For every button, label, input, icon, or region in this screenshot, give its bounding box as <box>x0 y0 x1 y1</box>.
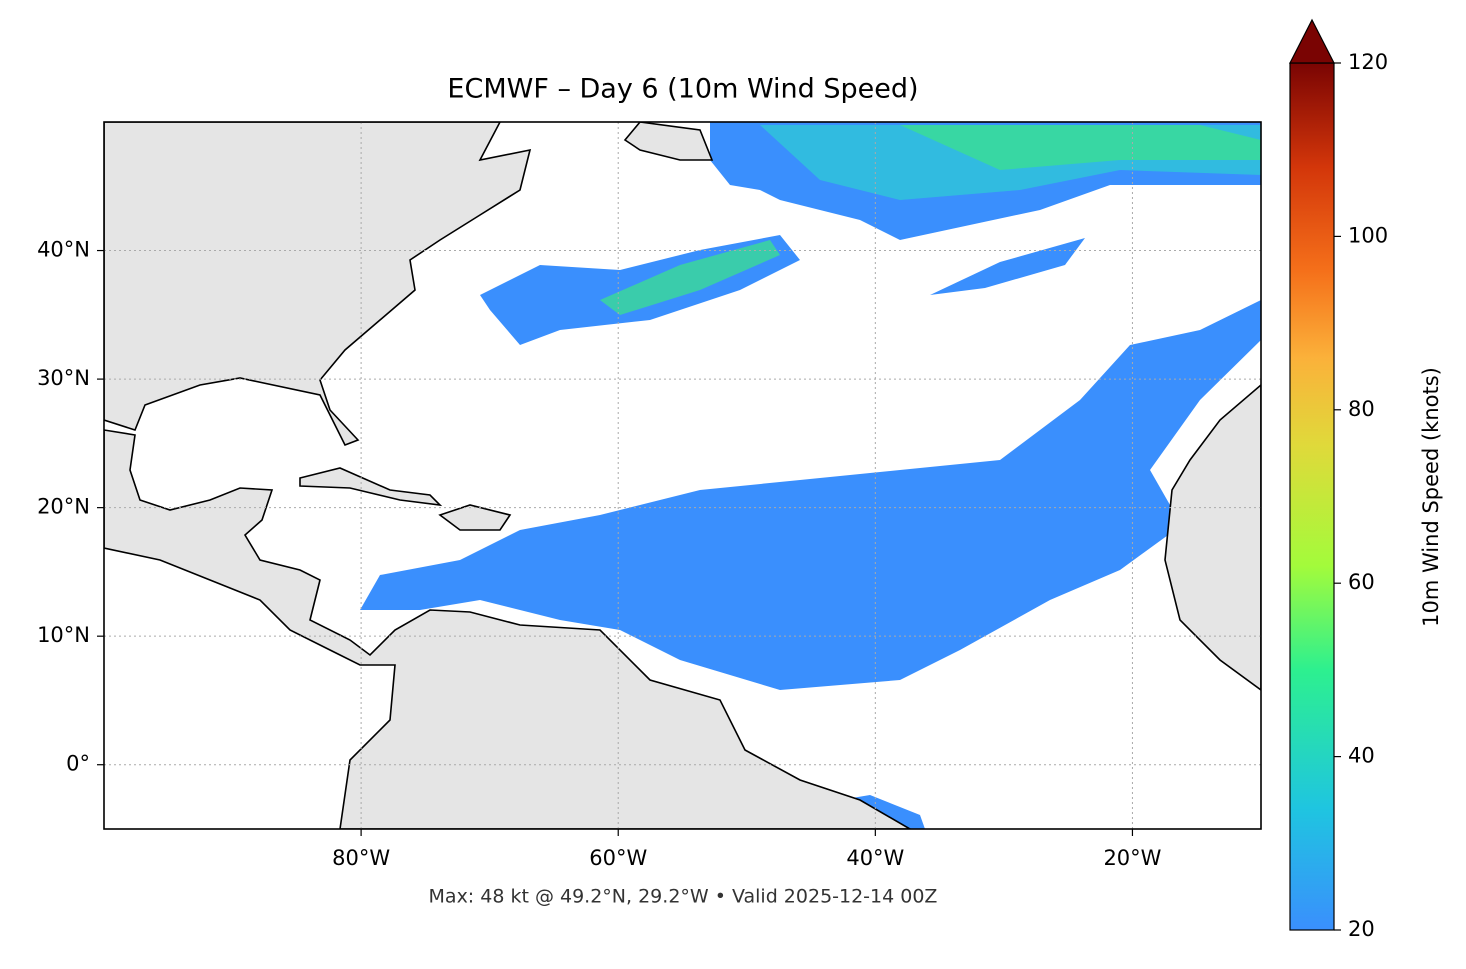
map-title: ECMWF – Day 6 (10m Wind Speed) <box>447 74 918 105</box>
x-tick-label: 40°W <box>846 846 904 870</box>
y-tick-label: 10°N <box>37 623 90 647</box>
newfoundland <box>623 122 714 161</box>
colorbar-tick-label: 40 <box>1348 744 1375 768</box>
wind-area <box>900 125 1261 170</box>
wind-field <box>360 122 1261 829</box>
hispaniola <box>438 504 512 531</box>
y-tick-label: 40°N <box>37 238 90 262</box>
colorbar-tick-label: 120 <box>1348 50 1388 74</box>
colorbar-tick-label: 100 <box>1348 223 1388 247</box>
wind-area <box>930 238 1085 295</box>
land <box>104 122 1261 829</box>
colorbar-tick-label: 80 <box>1348 397 1375 421</box>
map-footer: Max: 48 kt @ 49.2°N, 29.2°W • Valid 2025… <box>429 886 938 908</box>
colorbar-tick-label: 60 <box>1348 570 1375 594</box>
x-tick-label: 80°W <box>332 846 390 870</box>
africa <box>1164 383 1261 691</box>
colorbar-tick-label: 20 <box>1348 917 1375 941</box>
y-tick-label: 0° <box>66 752 90 776</box>
x-tick-label: 60°W <box>589 846 647 870</box>
map-frame <box>103 121 1262 830</box>
colorbar-label: 10m Wind Speed (knots) <box>1419 367 1443 627</box>
wind-area <box>600 240 780 315</box>
map-area <box>104 122 1261 829</box>
central-south-america <box>104 429 912 829</box>
x-tick-label: 20°W <box>1103 846 1161 870</box>
north-america <box>104 122 532 447</box>
y-tick-label: 30°N <box>37 366 90 390</box>
colorbar <box>1289 62 1335 931</box>
y-tick-label: 20°N <box>37 495 90 519</box>
cuba <box>299 467 443 507</box>
colorbar-extend <box>1289 18 1335 64</box>
wind-area <box>360 300 1261 690</box>
